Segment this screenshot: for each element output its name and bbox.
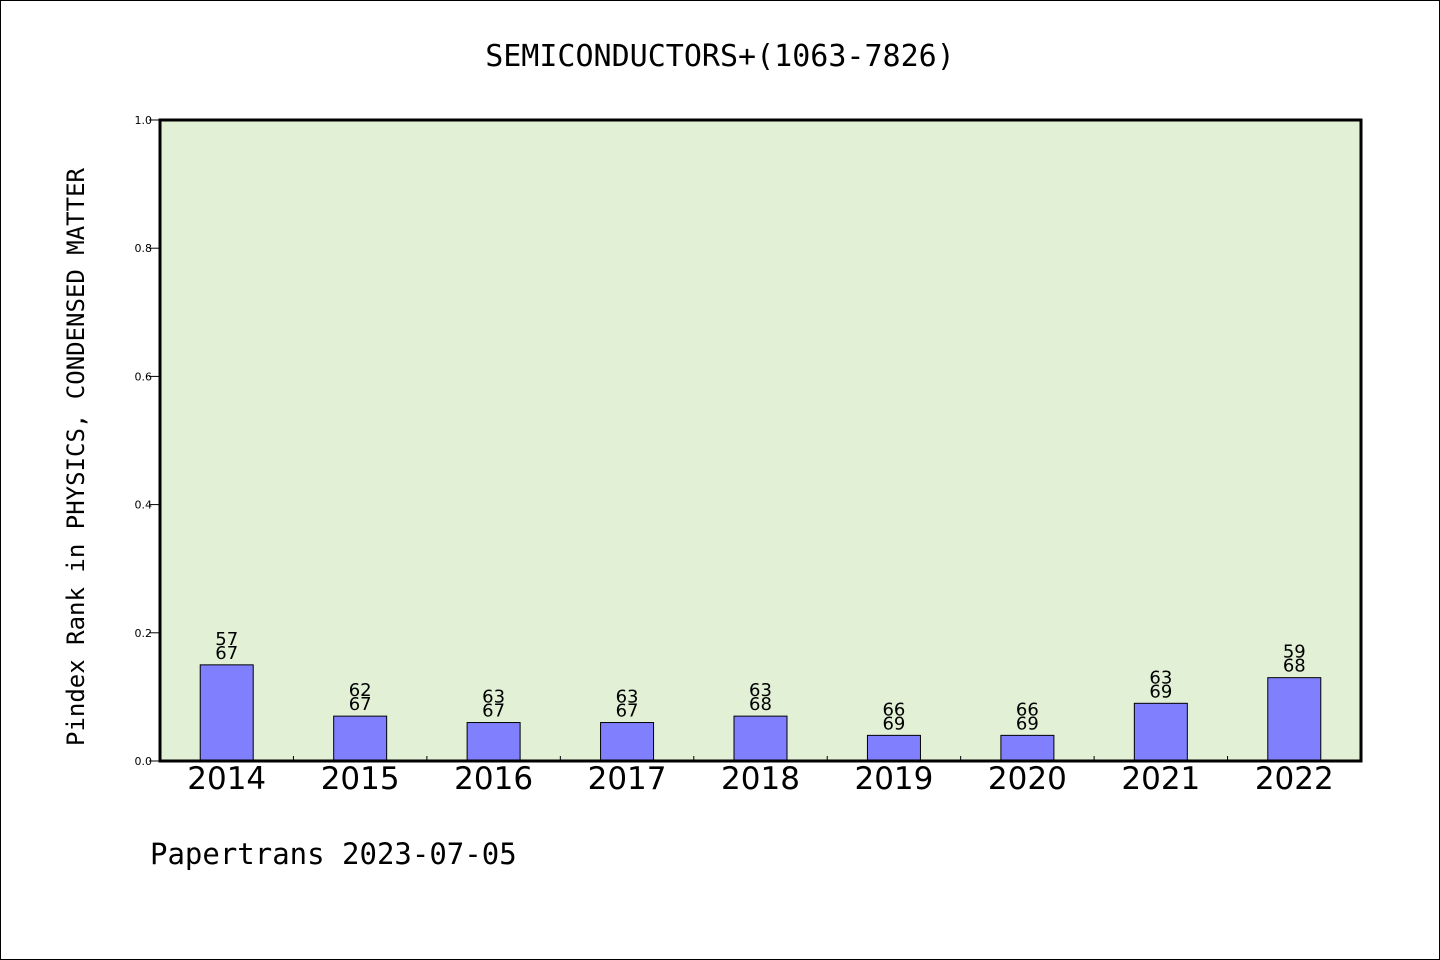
- total-label: 68: [749, 694, 772, 715]
- rank-label: 63: [749, 680, 772, 701]
- bar-2015: [333, 715, 388, 762]
- y-tick-label: 0.0: [135, 755, 153, 768]
- bar-2020: [1000, 734, 1055, 762]
- y-tick-label: 0.2: [135, 627, 153, 640]
- rank-label: 63: [1149, 667, 1172, 688]
- rank-label: 66: [1016, 699, 1039, 720]
- total-label: 67: [482, 701, 505, 722]
- total-label: 69: [882, 713, 905, 734]
- chart-title: SEMICONDUCTORS+(1063-7826): [485, 39, 955, 74]
- rank-label: 59: [1283, 642, 1306, 663]
- bar-2016: [466, 722, 521, 762]
- x-tick-label: 2014: [187, 761, 266, 797]
- footer-text: Papertrans 2023-07-05: [150, 837, 517, 871]
- rank-label: 57: [215, 629, 238, 650]
- x-tick-label: 2021: [1121, 761, 1200, 797]
- bar-2017: [600, 722, 655, 762]
- rank-label: 66: [882, 699, 905, 720]
- x-tick-label: 2016: [454, 761, 533, 797]
- bar-2018: [733, 715, 788, 762]
- rank-label: 63: [482, 687, 505, 708]
- total-label: 69: [1016, 713, 1039, 734]
- total-label: 67: [616, 701, 639, 722]
- y-axis-label: Pindex Rank in PHYSICS, CONDENSED MATTER: [62, 167, 90, 746]
- x-tick-label: 2022: [1255, 761, 1334, 797]
- total-label: 67: [215, 643, 238, 664]
- x-tick-label: 2018: [721, 761, 800, 797]
- x-axis: 2014 2015 2016 2017 2018 2019 2020 2021 2022: [187, 756, 1334, 797]
- x-tick-label: 2020: [988, 761, 1067, 797]
- bar-2014: [199, 664, 254, 762]
- total-label: 68: [1283, 656, 1306, 677]
- x-tick-label: 2019: [854, 761, 933, 797]
- x-tick-label: 2015: [321, 761, 400, 797]
- plot-area: [160, 120, 1361, 761]
- x-tick-label: 2017: [588, 761, 667, 797]
- bar-series: [199, 664, 1322, 762]
- y-axis: 0.0 0.2 0.4 0.6 0.8 1.0: [135, 114, 160, 768]
- plot-border: [158, 118, 1363, 763]
- bar-2019: [866, 734, 921, 762]
- y-tick-label: 1.0: [135, 114, 153, 127]
- bar-2021: [1133, 702, 1188, 762]
- total-label: 67: [349, 694, 372, 715]
- rank-label: 62: [349, 680, 372, 701]
- y-tick-label: 0.4: [135, 499, 153, 512]
- bar-2022: [1267, 677, 1322, 762]
- y-tick-label: 0.8: [135, 242, 153, 255]
- total-label: 69: [1149, 681, 1172, 702]
- y-tick-label: 0.6: [135, 370, 153, 383]
- rank-label: 63: [616, 687, 639, 708]
